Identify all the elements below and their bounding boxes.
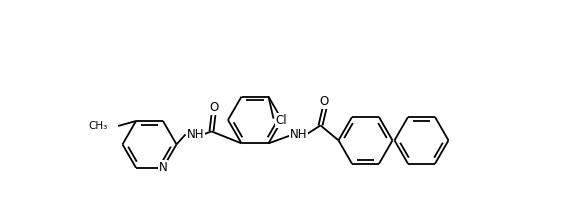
Text: O: O xyxy=(209,101,218,114)
Text: CH₃: CH₃ xyxy=(89,121,108,131)
Text: N: N xyxy=(158,161,167,174)
Text: NH: NH xyxy=(187,128,204,141)
Text: O: O xyxy=(320,95,329,108)
Text: Cl: Cl xyxy=(276,114,287,127)
Text: NH: NH xyxy=(290,128,307,141)
